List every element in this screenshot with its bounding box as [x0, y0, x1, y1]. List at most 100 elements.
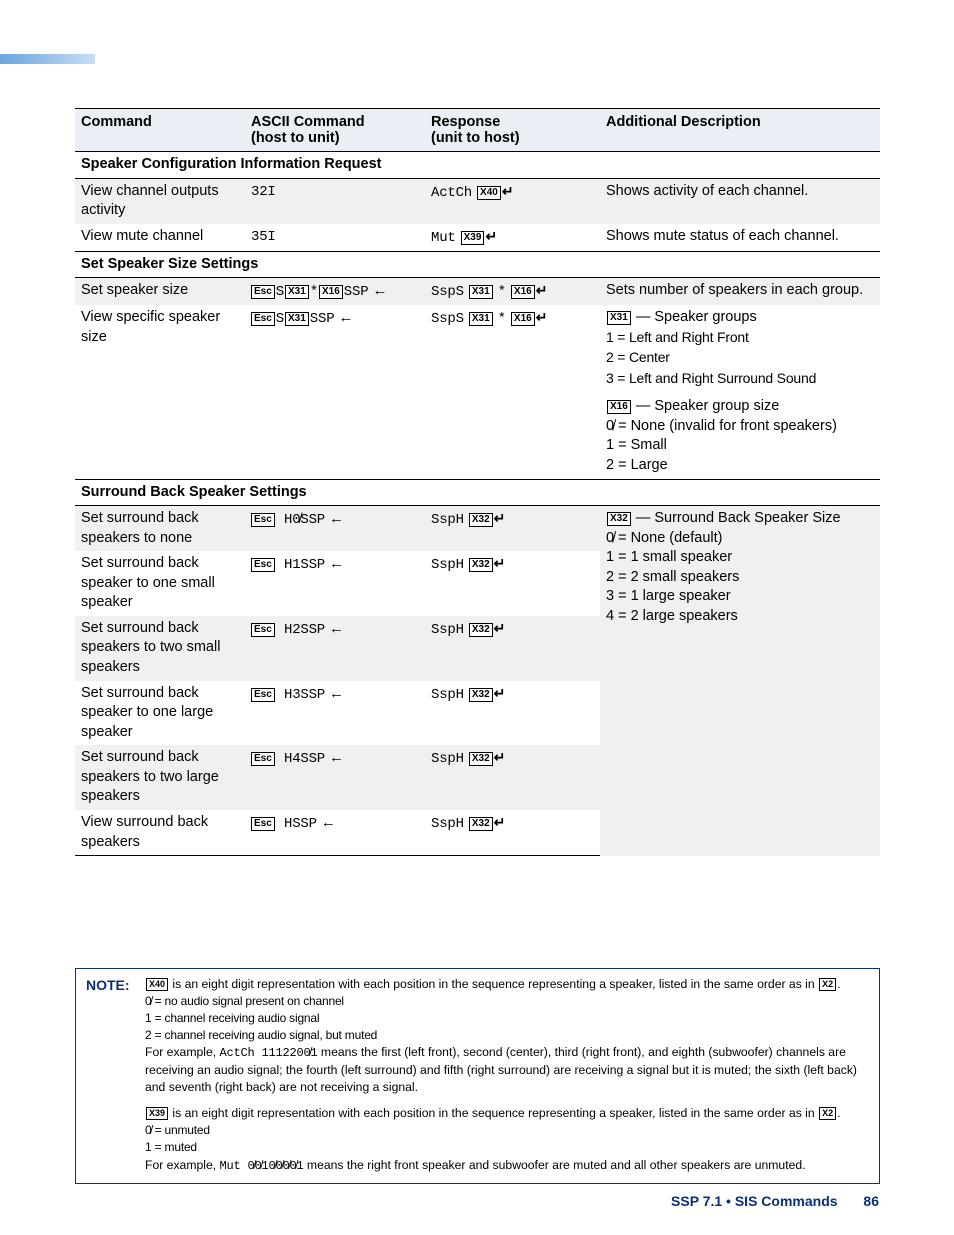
ascii-cell: Esc H4SSP ← [245, 745, 425, 810]
note-text: 0̸ = unmuted [145, 1123, 210, 1137]
ascii-cell: Esc H1SSP ← [245, 551, 425, 616]
var-box: X32 [469, 752, 493, 766]
col-response: Response (unit to host) [425, 109, 600, 152]
ascii-cell: Esc H2SSP ← [245, 616, 425, 681]
mono-text: SspH [431, 557, 464, 573]
cmd-cell: View channel outputs activity [75, 178, 245, 224]
var-box: X31 [469, 312, 493, 326]
main-content: Command ASCII Command (host to unit) Res… [75, 108, 880, 856]
command-table: Command ASCII Command (host to unit) Res… [75, 108, 880, 856]
larr-icon: ← [329, 620, 344, 637]
table-header-row: Command ASCII Command (host to unit) Res… [75, 109, 880, 152]
resp-cell: SspH X32↵ [425, 681, 600, 746]
cmd-cell: Set surround back speaker to one large s… [75, 681, 245, 746]
var-box: X32 [469, 688, 493, 702]
resp-cell: SspH X32↵ [425, 745, 600, 810]
note-text: . [837, 977, 840, 991]
cmd-cell: View mute channel [75, 224, 245, 251]
mono-text: H2SSP [276, 622, 325, 638]
larr-icon: ← [372, 282, 387, 299]
return-icon: ↵ [494, 510, 506, 526]
esc-box: Esc [251, 558, 275, 572]
ascii-cell: EscSX31*X16SSP ← [245, 278, 425, 305]
note-mono: ActCh 1112200̸1 [220, 1046, 318, 1060]
var-box: X16 [511, 312, 535, 326]
note-text: For example, [145, 1045, 220, 1059]
larr-icon: ← [329, 749, 344, 766]
esc-box: Esc [251, 817, 275, 831]
mono-text: SspH [431, 687, 464, 703]
desc-text: 3 = 1 large speaker [606, 588, 731, 604]
note-text: means the right front speaker and subwoo… [304, 1158, 806, 1172]
section-speaker-size: Set Speaker Size Settings [75, 251, 880, 278]
var-box: X16 [607, 400, 631, 414]
cmd-cell: View surround back speakers [75, 810, 245, 856]
ascii-text: 35I [251, 229, 276, 245]
cmd-cell: Set speaker size [75, 278, 245, 305]
var-box: X40 [146, 978, 168, 991]
mono-text: H1SSP [276, 557, 325, 573]
esc-box: Esc [251, 752, 275, 766]
var-box: X32 [469, 623, 493, 637]
return-icon: ↵ [494, 749, 506, 765]
var-box: X31 [285, 312, 309, 326]
var-box: X40 [477, 186, 501, 200]
mono-text: H3SSP [276, 687, 325, 703]
mono-text: S [276, 284, 284, 300]
col-ascii-l1: ASCII Command [251, 114, 365, 130]
desc-cell: X32 — Surround Back Speaker Size 0̸ = No… [600, 506, 880, 856]
note-text: is an eight digit representation with ea… [169, 977, 818, 991]
return-icon: ↵ [494, 814, 506, 830]
mono-text: SspH [431, 512, 464, 528]
note-box: NOTE: X40 is an eight digit representati… [75, 968, 880, 1184]
mono-text: * [310, 284, 318, 300]
var-box: X16 [511, 285, 535, 299]
resp-cell: SspH X32↵ [425, 616, 600, 681]
resp-pre: Mut [431, 230, 456, 246]
mono-text: HSSP [276, 816, 317, 832]
esc-box: Esc [251, 285, 275, 299]
larr-icon: ← [329, 555, 344, 572]
desc-text: 4 = 2 large speakers [606, 608, 738, 624]
resp-cell: SspS X31 * X16↵ [425, 305, 600, 479]
note-text: For example, [145, 1158, 220, 1172]
esc-box: Esc [251, 312, 275, 326]
note-text: 2 = channel receiving audio signal, but … [145, 1028, 377, 1042]
desc-text: — Surround Back Speaker Size [632, 510, 841, 526]
return-icon: ↵ [494, 685, 506, 701]
desc-cell: Shows mute status of each channel. [600, 224, 880, 251]
desc-text: 0̸ = None (invalid for front speakers) [606, 418, 837, 434]
page-footer: SSP 7.1 • SIS Commands 86 [671, 1193, 879, 1209]
table-row: Set surround back speakers to none Esc H… [75, 506, 880, 552]
desc-text: — Speaker group size [632, 398, 780, 414]
mono-text: SspH [431, 751, 464, 767]
return-icon: ↵ [502, 183, 514, 199]
mono-text: * [498, 284, 506, 300]
resp-cell: Mut X39↵ [425, 224, 600, 251]
mono-text: SSP [310, 311, 335, 327]
col-resp-l1: Response [431, 114, 500, 130]
col-description: Additional Description [600, 109, 880, 152]
section-label: Set Speaker Size Settings [75, 251, 880, 278]
ascii-cell: 35I [245, 224, 425, 251]
larr-icon: ← [338, 309, 353, 326]
return-icon: ↵ [536, 309, 548, 325]
col-command: Command [75, 109, 245, 152]
note-text: is an eight digit representation with ea… [169, 1106, 818, 1120]
note-text: 1 = channel receiving audio signal [145, 1011, 319, 1025]
var-box: X39 [461, 231, 485, 245]
table-row: View mute channel 35I Mut X39↵ Shows mut… [75, 224, 880, 251]
mono-text: SSP [344, 284, 369, 300]
var-box: X31 [469, 285, 493, 299]
mono-text: SspS [431, 284, 464, 300]
page-number: 86 [863, 1193, 879, 1209]
return-icon: ↵ [536, 282, 548, 298]
section-label: Speaker Configuration Information Reques… [75, 152, 880, 179]
cmd-cell: Set surround back speakers to none [75, 506, 245, 552]
col-ascii-l2: (host to unit) [251, 130, 340, 146]
desc-text: 0̸ = None (default) [606, 530, 722, 546]
resp-cell: SspH X32↵ [425, 810, 600, 856]
desc-text: 1 = Left and Right Front [606, 329, 749, 345]
resp-cell: SspS X31 * X16↵ [425, 278, 600, 305]
col-ascii: ASCII Command (host to unit) [245, 109, 425, 152]
